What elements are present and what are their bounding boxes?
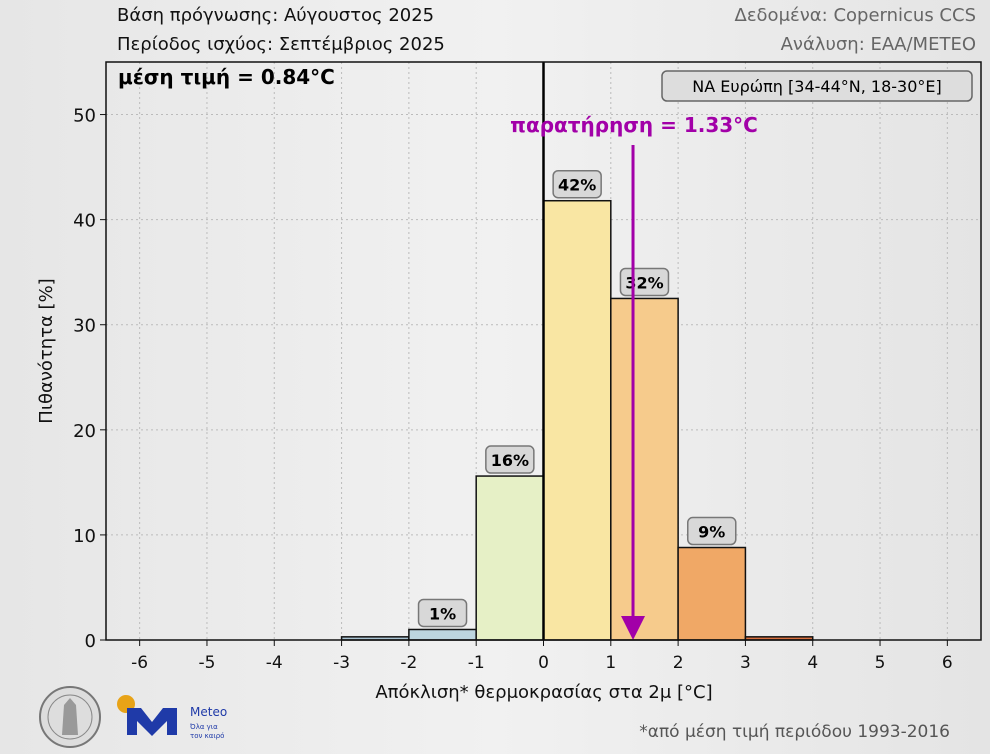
valid-period: Περίοδος ισχύος: Σεπτέμβριος 2025: [117, 34, 445, 55]
observation-label: παρατήρηση = 1.33°C: [510, 113, 758, 137]
data-source: Δεδομένα: Copernicus CCS: [734, 5, 977, 26]
y-tick-label: 20: [73, 421, 96, 442]
bar-label: 16%: [491, 451, 529, 470]
axis-ticks: -6 -5 -4 -3 -2 -1 0 1 2 3 4 5 6 0 10 20 30 40 50: [73, 106, 953, 673]
bar: [408, 628, 477, 641]
arrow-head-icon: [621, 616, 646, 640]
meteo-logo: Meteo Όλα για τον καιρό: [117, 695, 227, 740]
x-tick-label: -5: [198, 653, 215, 673]
x-tick-label: 2: [673, 653, 684, 673]
forecast-base: Βάση πρόγνωσης: Αύγουστος 2025: [117, 5, 435, 26]
bar-label-box: [417, 598, 468, 628]
meteo-tagline: Όλα για: [189, 723, 218, 731]
x-tick-label: 1: [605, 653, 616, 673]
y-tick-label: 30: [73, 316, 96, 337]
bar-label-box: [552, 169, 602, 199]
x-tick-label: 3: [740, 653, 751, 673]
bar: [610, 297, 679, 641]
bar-label-box: [485, 445, 535, 474]
bar: [677, 546, 747, 641]
x-axis-label: Απόκλιση* θερμοκρασίας στα 2μ [°C]: [375, 682, 712, 703]
x-tick-label: -3: [333, 653, 350, 673]
bar: [475, 475, 545, 641]
bar: [542, 199, 612, 641]
analysis-credit: Ανάλυση: ΕΑΑ/METEO: [780, 34, 976, 55]
seal-logo: [39, 686, 101, 748]
x-tick-label: 6: [942, 653, 953, 673]
y-tick-label: 0: [85, 631, 96, 652]
observation-arrow: παρατήρηση = 1.33°C: [510, 113, 758, 640]
x-tick-label: -6: [131, 653, 148, 673]
meteo-tagline: τον καιρό: [190, 732, 224, 740]
meteo-name: Meteo: [190, 705, 227, 719]
region-label: ΝΑ Ευρώπη [34-44°N, 18-30°E]: [692, 77, 942, 96]
x-tick-label: -1: [468, 653, 485, 673]
x-tick-label: 5: [875, 653, 886, 673]
y-tick-label: 40: [73, 211, 96, 232]
x-tick-label: -2: [400, 653, 417, 673]
bar-label: 1%: [429, 604, 456, 623]
mean-value: μέση τιμή = 0.84°C: [118, 65, 335, 89]
x-tick-label: 0: [538, 653, 549, 673]
x-tick-label: 4: [807, 653, 818, 673]
bar-label: 42%: [558, 176, 596, 195]
bar-label-box: [687, 516, 737, 546]
y-axis-label: Πιθανότητα [%]: [36, 278, 57, 423]
bar-label: 32%: [625, 273, 663, 292]
x-tick-label: -4: [266, 653, 283, 673]
footnote: *από μέση τιμή περιόδου 1993-2016: [639, 722, 950, 742]
region-box: ΝΑ Ευρώπη [34-44°N, 18-30°E]: [661, 70, 973, 102]
y-tick-label: 50: [73, 106, 96, 127]
y-tick-label: 10: [73, 526, 96, 547]
bar-label: 9%: [698, 523, 725, 542]
bars: [340, 199, 814, 641]
